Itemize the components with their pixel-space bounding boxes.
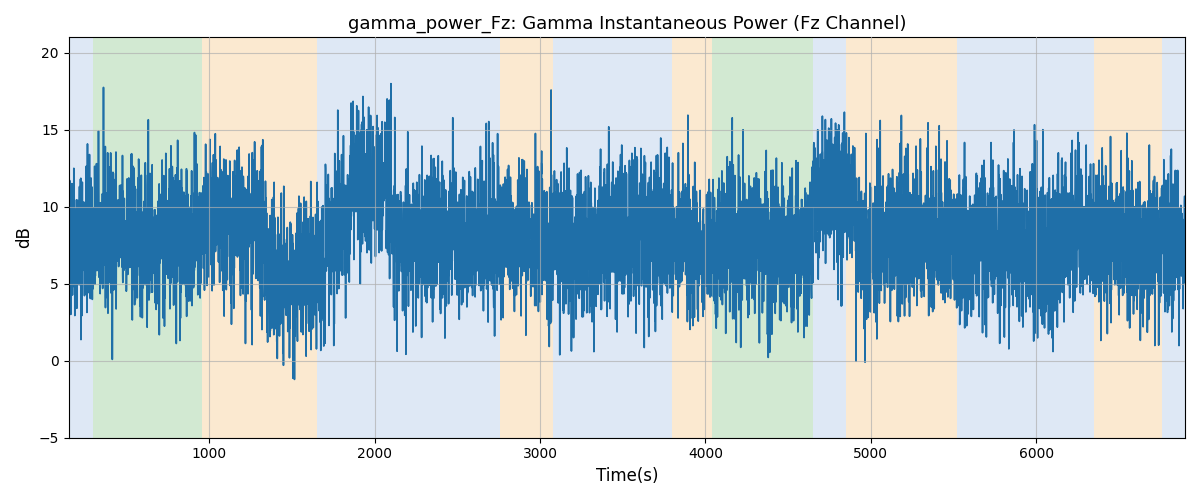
Bar — [317, 38, 500, 438]
Bar — [1094, 38, 1162, 438]
Bar — [500, 38, 553, 438]
Bar — [712, 38, 812, 438]
Bar — [92, 38, 202, 438]
Bar — [672, 38, 712, 438]
Title: gamma_power_Fz: Gamma Instantaneous Power (Fz Channel): gamma_power_Fz: Gamma Instantaneous Powe… — [348, 15, 906, 34]
Y-axis label: dB: dB — [16, 226, 34, 248]
Bar — [68, 38, 92, 438]
Bar — [553, 38, 672, 438]
Bar — [956, 38, 1094, 438]
Bar — [826, 38, 846, 438]
Bar — [812, 38, 826, 438]
Bar — [1162, 38, 1184, 438]
X-axis label: Time(s): Time(s) — [595, 467, 658, 485]
Bar — [202, 38, 317, 438]
Bar — [846, 38, 956, 438]
